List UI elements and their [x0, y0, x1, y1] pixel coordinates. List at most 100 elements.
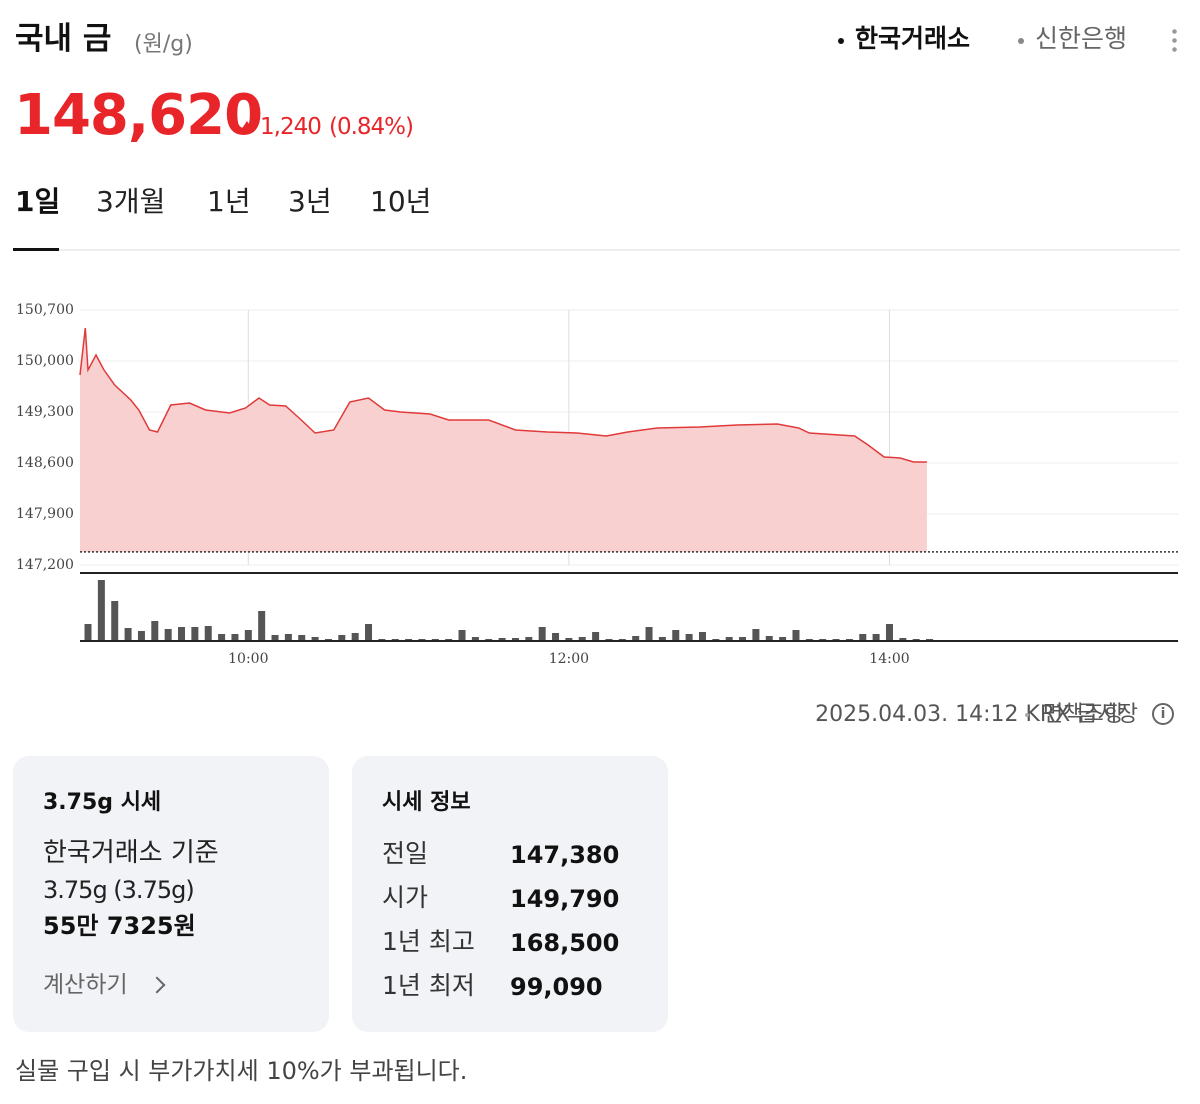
chart: 150,700 150,000 149,300 148,600 147,900 147,2… — [16, 302, 1178, 667]
volume-bar — [872, 634, 880, 641]
bullet — [1018, 38, 1024, 44]
disclaimer-link[interactable]: 면책조항 — [1043, 702, 1124, 727]
unit: (원/g) — [134, 32, 193, 57]
period-tab[interactable]: 1일 — [15, 185, 61, 218]
volume-bar — [311, 637, 319, 641]
volume-bar — [231, 634, 239, 641]
volume-bar — [137, 631, 145, 641]
volume-bar — [191, 627, 199, 641]
volume-bar — [471, 637, 479, 641]
x-tick-label: 14:00 — [869, 651, 909, 667]
volume-bar — [218, 634, 226, 641]
up-arrow — [241, 121, 253, 130]
volume-bar — [739, 637, 747, 641]
info-label: 1년 최고 — [382, 927, 475, 956]
info-label: 전일 — [382, 839, 429, 868]
volume-bar — [565, 638, 573, 641]
y-tick-label: 147,200 — [16, 557, 74, 573]
card-text: 한국거래소 기준 — [43, 838, 219, 868]
volume-bar — [859, 634, 867, 641]
note: 실물 구입 시 부가가치세 10%가 부과됩니다. — [15, 1057, 468, 1085]
chevron — [148, 976, 166, 994]
card-amount: 55만 7325원 — [43, 912, 196, 940]
bullet — [838, 38, 844, 44]
volume-bar — [458, 630, 466, 641]
volume-bar — [592, 632, 600, 641]
volume-bar — [899, 638, 907, 641]
volume-bar — [672, 630, 680, 641]
source-tab[interactable]: 한국거래소 — [855, 24, 971, 53]
menu-button[interactable] — [1172, 27, 1177, 53]
price-line — [79, 327, 927, 463]
volume-bar — [124, 628, 132, 641]
volume-bar — [84, 624, 92, 641]
volume-bar — [284, 634, 292, 641]
volume-bar — [204, 626, 212, 641]
y-tick-label: 150,000 — [16, 353, 74, 369]
price: 148,620 — [14, 83, 263, 148]
volume-bar — [351, 633, 359, 641]
card: 시세 정보 전일 147,380 시가 149,790 1년 최고 168,50… — [352, 756, 668, 1032]
volume-bar — [338, 635, 346, 641]
info-value: 168,500 — [510, 929, 620, 957]
info-value: 149,790 — [510, 885, 620, 913]
volume-bar — [298, 635, 306, 641]
calc-link[interactable]: 계산하기 — [43, 972, 128, 998]
volume-bar — [632, 636, 640, 641]
volume-bar — [111, 601, 119, 641]
info-icon[interactable]: i — [1152, 703, 1174, 725]
volume-bar — [765, 636, 773, 641]
x-tick-label: 12:00 — [549, 651, 589, 667]
volume-bar — [792, 630, 800, 641]
info-value: 147,380 — [510, 841, 620, 869]
title: 국내 금 — [15, 21, 112, 57]
volume-bar — [645, 627, 653, 641]
volume-bar — [779, 637, 787, 641]
volume-bar — [365, 624, 373, 641]
tab-underline — [13, 248, 59, 251]
y-tick-label: 147,900 — [16, 506, 74, 522]
volume-bar — [538, 627, 546, 641]
volume-bar — [244, 630, 252, 641]
volume-bar — [511, 638, 519, 641]
x-tick-label: 10:00 — [228, 651, 268, 667]
volume-bar — [725, 637, 733, 641]
volume-bar — [164, 629, 172, 641]
info-label: 1년 최저 — [382, 971, 475, 1000]
card-text: 3.75g (3.75g) — [43, 876, 195, 904]
volume-bar — [271, 635, 279, 641]
change: 1,240 — [260, 114, 322, 140]
volume-bar — [752, 629, 760, 641]
volume-bar — [97, 580, 105, 641]
volume-bar — [552, 633, 560, 641]
volume-bar — [685, 634, 693, 641]
source-tab[interactable]: 신한은행 — [1035, 24, 1128, 53]
y-tick-label: 150,700 — [16, 302, 74, 318]
period-tab[interactable]: 1년 — [207, 185, 251, 218]
period-tab[interactable]: 3개월 — [96, 185, 166, 218]
card-title: 3.75g 시세 — [43, 790, 162, 815]
volume-bar — [525, 637, 533, 641]
volume-bar — [658, 637, 666, 641]
volume-bar — [885, 624, 893, 641]
volume-bar — [151, 621, 159, 641]
volume-bar — [258, 611, 266, 641]
volume-bar — [578, 637, 586, 641]
y-tick-label: 148,600 — [16, 455, 74, 471]
y-tick-label: 149,300 — [16, 404, 74, 420]
info-value: 99,090 — [510, 973, 603, 1001]
volume-bar — [498, 638, 506, 641]
volume-bar — [178, 627, 186, 641]
period-tab[interactable]: 10년 — [370, 185, 432, 218]
change-percent: (0.84%) — [329, 114, 414, 140]
card-title: 시세 정보 — [382, 790, 471, 815]
volume-bar — [698, 632, 706, 641]
divider — [13, 249, 1180, 251]
info-label: 시가 — [382, 883, 429, 912]
period-tab[interactable]: 3년 — [288, 185, 332, 218]
timestamp: 2025.04.03. 14:12 KRX 금시장 — [815, 702, 1138, 727]
separator-dot — [1025, 713, 1029, 717]
card: 3.75g 시세 한국거래소 기준 3.75g (3.75g) 55만 7325… — [13, 756, 329, 1032]
price-area — [80, 328, 927, 552]
